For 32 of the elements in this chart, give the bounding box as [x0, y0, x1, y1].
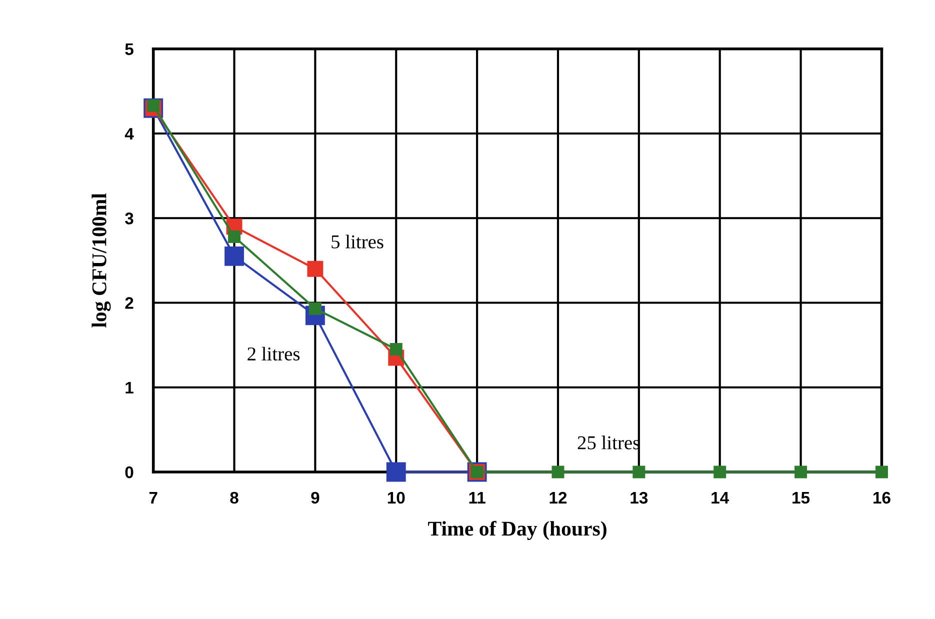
point — [794, 466, 808, 478]
point — [308, 302, 322, 315]
point — [224, 246, 244, 266]
point — [386, 462, 406, 482]
x-tick-label: 13 — [630, 492, 648, 504]
point — [552, 466, 564, 478]
y-tick-label: 1 — [126, 382, 134, 394]
series-label: 2 litres — [248, 346, 300, 361]
x-axis-title: Time of Day (hours) — [428, 520, 606, 540]
y-tick-label: 5 — [125, 43, 134, 56]
y-tick-label: 3 — [125, 212, 134, 224]
point — [632, 466, 646, 478]
point — [307, 260, 324, 277]
x-tick-label: 7 — [149, 492, 158, 504]
x-tick-label: 15 — [792, 492, 810, 504]
point — [228, 230, 241, 243]
series-label: 25 litres — [578, 436, 640, 450]
x-tick-label: 9 — [311, 492, 320, 504]
point — [875, 466, 888, 478]
x-tick-label: 10 — [388, 492, 405, 504]
x-tick-label: 8 — [230, 492, 238, 504]
y-axis-title: log CFU/100ml — [92, 193, 111, 328]
x-tick-label: 14 — [712, 492, 730, 504]
point — [714, 466, 726, 478]
y-tick-label: 0 — [125, 466, 134, 478]
y-tick-label: 4 — [124, 128, 134, 140]
x-tick-label: 16 — [873, 492, 890, 504]
series-label: 5 litres — [332, 234, 384, 248]
point — [390, 343, 402, 356]
x-tick-label: 11 — [469, 492, 486, 504]
y-tick-label: 2 — [125, 297, 134, 309]
x-tick-label: 12 — [550, 492, 567, 504]
